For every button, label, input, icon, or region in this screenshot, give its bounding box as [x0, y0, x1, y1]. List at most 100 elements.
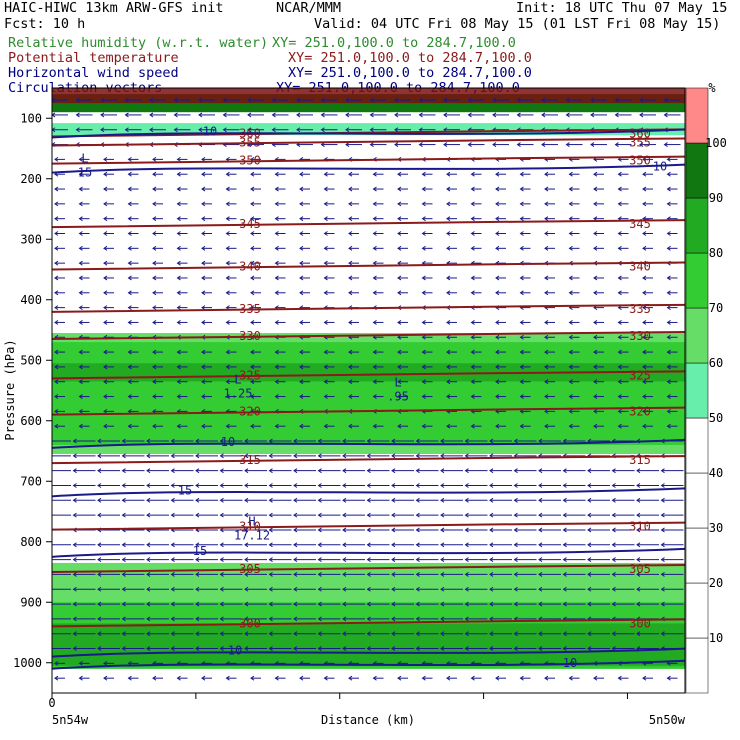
wind-vector-head: [443, 142, 448, 147]
wind-vector-head: [446, 394, 451, 399]
wind-vector-head: [54, 364, 59, 370]
y-axis-title: Pressure (hPa): [3, 339, 17, 440]
wind-vector-head: [268, 497, 273, 503]
wind-vector-head: [195, 572, 200, 577]
wind-vector-head: [470, 275, 475, 281]
wind-vector-head: [446, 675, 451, 681]
wind-vector-head: [219, 631, 224, 637]
wind-vector-head: [611, 601, 616, 607]
wind-vector-head: [587, 646, 592, 651]
wind-vector-head: [274, 290, 279, 296]
axes: 100 200 300 400 500 600 700 800 900 1000: [13, 111, 628, 699]
wind-vector-head: [152, 364, 157, 370]
wind-vector-head: [391, 483, 396, 488]
wind-vector-head: [317, 527, 322, 533]
wind-vector-head: [415, 586, 420, 592]
wind-vector-head: [342, 468, 347, 474]
wind-vector-head: [611, 527, 616, 533]
wind-vector-head: [366, 586, 371, 592]
wind-vector-head: [75, 112, 80, 118]
wind-vector-head: [201, 156, 206, 162]
wind-vector-head: [250, 349, 255, 355]
wind-vector-head: [366, 646, 371, 651]
field-xy-wind: XY= 251.0,100.0 to 284.7,100.0: [288, 65, 532, 81]
wind-vector-head: [293, 631, 298, 637]
wind-vector-head: [636, 601, 641, 607]
wind-vector-head: [513, 572, 518, 577]
wind-vector-head: [666, 171, 671, 177]
wind-vector-head: [470, 201, 475, 207]
wind-vector-head: [268, 512, 273, 518]
wind-vector-head: [170, 572, 175, 577]
wind-vector-head: [421, 334, 426, 340]
wind-vector-head: [470, 171, 475, 177]
wind-vector-head: [544, 379, 549, 385]
wind-vector-head: [587, 527, 592, 533]
theta-contour: [52, 155, 685, 165]
wind-vector-head: [464, 438, 469, 444]
wind-vector-head: [124, 112, 129, 118]
wind-vector-head: [348, 231, 353, 236]
wind-vector-head: [201, 394, 206, 399]
wind-vector-head: [219, 646, 224, 651]
wind-vector-head: [391, 468, 396, 474]
wind-vector-head: [513, 483, 518, 488]
wind-vector-head: [293, 586, 298, 592]
theta-label: 330: [239, 329, 261, 343]
wind-vector-head: [562, 601, 567, 607]
wind-vector-head: [495, 231, 500, 236]
wind-vector-head: [250, 423, 255, 429]
y-tick-label: 400: [20, 293, 42, 307]
wind-vector-head: [617, 364, 622, 370]
wind-vector-head: [78, 186, 83, 192]
wind-vector-head: [247, 112, 252, 118]
wind-vector-head: [244, 616, 249, 622]
wind-vector-head: [146, 468, 151, 474]
wind-vector-head: [195, 453, 200, 459]
wind-vector-head: [219, 542, 224, 548]
wind-vector-head: [397, 171, 402, 177]
wind-vector-head: [470, 320, 475, 325]
wind-vector-head: [489, 646, 494, 651]
wind-vector-head: [348, 245, 353, 251]
theta-contour: [52, 331, 685, 341]
wind-vector-head: [146, 453, 151, 459]
wind-vector-head: [397, 364, 402, 370]
wind-vector-head: [268, 453, 273, 459]
wind-vector-head: [636, 542, 641, 548]
wind-vector-head: [198, 127, 203, 133]
wind-vector-head: [271, 112, 276, 118]
wind-vector-head: [72, 557, 77, 563]
wind-vector-head: [617, 423, 622, 429]
wind-vector-head: [250, 675, 255, 681]
wind-vector-head: [320, 112, 325, 118]
wind-vector-head: [519, 334, 524, 340]
wind-vector-head: [489, 616, 494, 622]
wind-contour: [52, 547, 685, 558]
wind-vector-head: [299, 201, 304, 207]
wind-vector-head: [225, 364, 230, 370]
wind-vector-head: [244, 631, 249, 637]
wind-vector-head: [391, 438, 396, 444]
wind-vector-head: [470, 245, 475, 251]
wind-vector-head: [415, 601, 420, 607]
wind-vector-head: [593, 171, 598, 177]
wind-vector-head: [666, 675, 671, 681]
extremum-value: 1.25: [224, 386, 253, 400]
wind-vector-head: [274, 379, 279, 385]
wind-vector-head: [538, 497, 543, 503]
y-tick-label: 200: [20, 172, 42, 186]
wind-vector-head: [78, 660, 83, 666]
wind-vector-head: [391, 557, 396, 563]
wind-vector-head: [225, 379, 230, 385]
y-tick-label: 600: [20, 414, 42, 428]
wind-vector-head: [323, 201, 328, 207]
wind-vector-head: [642, 275, 647, 281]
wind-vector-head: [642, 201, 647, 207]
wind-vector-head: [146, 616, 151, 622]
wind-vector-head: [372, 349, 377, 355]
wind-vector-head: [642, 245, 647, 251]
wind-vector-head: [146, 542, 151, 548]
wind-vector-head: [660, 601, 665, 607]
wind-vector-head: [342, 497, 347, 503]
